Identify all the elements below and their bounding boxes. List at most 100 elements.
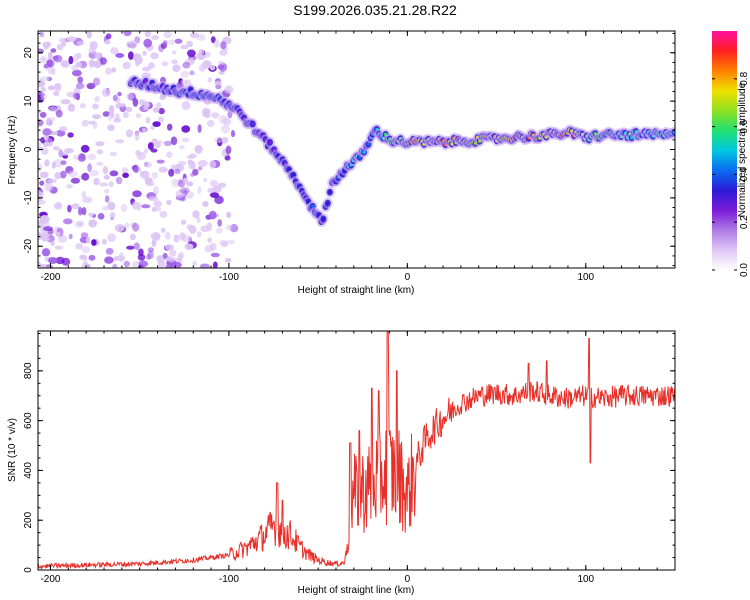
noise-speck	[179, 145, 185, 150]
noise-speck	[156, 159, 165, 164]
noise-speck	[192, 210, 200, 219]
noise-speck	[151, 238, 157, 248]
noise-speck	[55, 109, 63, 118]
noise-speck	[171, 59, 179, 65]
noise-speck	[133, 164, 139, 173]
noise-speck	[50, 48, 57, 53]
ridge-core	[251, 122, 255, 126]
noise-speck	[174, 38, 183, 44]
ridge-core	[328, 190, 332, 194]
noise-speck	[166, 151, 173, 158]
noise-speck	[59, 37, 67, 43]
noise-speck	[43, 226, 53, 232]
noise-speck	[219, 240, 229, 246]
ridge-core	[326, 201, 330, 205]
noise-speck	[126, 40, 131, 48]
noise-speck	[173, 234, 180, 243]
noise-speck	[107, 112, 113, 122]
noise-speck	[75, 243, 83, 250]
noise-speck	[86, 82, 96, 90]
colorbar-ticks: 0.0 0.2 0.4 0.6 0.8	[712, 71, 750, 277]
noise-speck	[198, 48, 205, 56]
noise-speck	[151, 35, 159, 41]
noise-speck	[143, 105, 149, 110]
noise-speck	[166, 199, 172, 206]
noise-speck	[146, 253, 152, 261]
noise-speck	[114, 223, 125, 233]
noise-speck	[142, 50, 147, 57]
noise-speck	[163, 31, 172, 39]
noise-speck	[88, 219, 97, 228]
noise-speck	[182, 61, 191, 69]
noise-speck	[67, 204, 72, 213]
x-tick-label: -200	[40, 574, 60, 585]
noise-speck	[144, 31, 151, 38]
noise-speck	[122, 62, 130, 70]
noise-speck	[180, 219, 187, 225]
noise-speck	[113, 117, 122, 123]
noise-speck	[83, 256, 88, 265]
snr-x-ticks: -200 -100 0 100	[40, 331, 676, 585]
noise-speck	[81, 262, 90, 268]
noise-speck	[218, 182, 227, 188]
noise-speck	[141, 66, 151, 72]
noise-speck	[187, 159, 193, 165]
noise-speck	[210, 112, 220, 119]
noise-speck	[107, 233, 117, 242]
noise-speck	[95, 141, 105, 147]
noise-speck	[225, 145, 232, 155]
noise-speck	[105, 247, 114, 255]
noise-speck	[137, 264, 144, 268]
noise-speck	[135, 113, 142, 119]
noise-speck	[127, 51, 134, 60]
noise-speck	[206, 119, 215, 128]
noise-speck	[207, 77, 213, 83]
noise-speck	[59, 126, 68, 132]
noise-speck	[38, 146, 44, 151]
snr-series-line	[38, 331, 675, 570]
spectrogram-y-label: Frequency (Hz)	[7, 116, 18, 185]
noise-speck	[40, 87, 46, 92]
noise-speck	[169, 249, 177, 257]
noise-speck	[224, 85, 234, 94]
noise-speck	[89, 41, 98, 50]
x-tick-label: -200	[40, 272, 60, 283]
noise-speck	[196, 231, 202, 238]
noise-speck	[184, 243, 194, 250]
noise-speck	[52, 55, 59, 61]
noise-speck	[39, 263, 47, 268]
noise-speck	[207, 237, 212, 243]
colorbar-tick-label: 0.2	[739, 215, 750, 229]
noise-speck	[202, 201, 209, 207]
noise-speck	[38, 119, 44, 127]
noise-speck	[159, 210, 168, 218]
noise-speck	[153, 186, 159, 195]
x-tick-label: 100	[577, 272, 594, 283]
noise-speck	[48, 257, 58, 264]
y-tick-label: 200	[23, 511, 34, 528]
noise-speck	[163, 140, 172, 147]
y-tick-label: 600	[23, 412, 34, 429]
noise-speck	[206, 222, 213, 232]
noise-speck	[46, 178, 57, 184]
noise-speck	[181, 101, 191, 110]
noise-speck	[55, 256, 65, 265]
noise-speck	[187, 49, 196, 58]
x-tick-label: -100	[219, 272, 239, 283]
noise-speck	[177, 179, 186, 188]
noise-speck	[181, 125, 191, 133]
noise-speck	[148, 62, 155, 69]
noise-speck	[112, 263, 118, 268]
noise-speck	[145, 116, 151, 124]
noise-speck	[66, 36, 77, 42]
noise-speck	[68, 233, 73, 240]
colorbar-label: Normalized spectral amplitude	[737, 82, 748, 217]
noise-speck	[122, 111, 129, 119]
noise-speck	[126, 245, 135, 250]
noise-speck	[180, 79, 189, 84]
noise-speck	[226, 211, 232, 218]
spectrogram-background	[38, 31, 675, 268]
noise-speck	[41, 248, 51, 257]
noise-speck	[158, 107, 165, 115]
noise-speck	[222, 118, 232, 126]
